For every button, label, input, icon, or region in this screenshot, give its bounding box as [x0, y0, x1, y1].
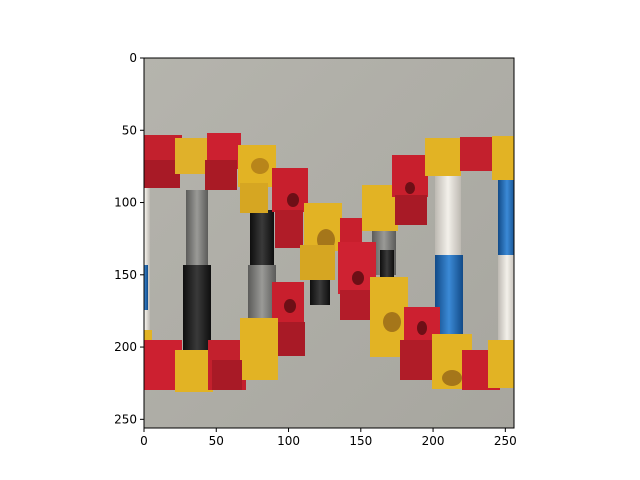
y-tick-label: 0	[129, 51, 137, 65]
x-tick-label: 100	[277, 434, 300, 448]
image-lego-double-helix	[144, 58, 514, 428]
y-tick-label: 200	[114, 340, 137, 354]
y-tick-label: 50	[122, 123, 137, 137]
x-tick-label: 50	[209, 434, 224, 448]
x-tick-label: 150	[349, 434, 372, 448]
x-tick-label: 250	[494, 434, 517, 448]
x-tick-label: 0	[140, 434, 148, 448]
y-axis: 0 50 100 150 200 250	[114, 51, 144, 426]
axes-frame	[143, 57, 515, 429]
y-tick-label: 250	[114, 412, 137, 426]
x-tick-label: 200	[422, 434, 445, 448]
y-tick-label: 150	[114, 268, 137, 282]
x-axis: 0 50 100 150 200 250	[140, 428, 517, 448]
y-tick-label: 100	[114, 196, 137, 210]
